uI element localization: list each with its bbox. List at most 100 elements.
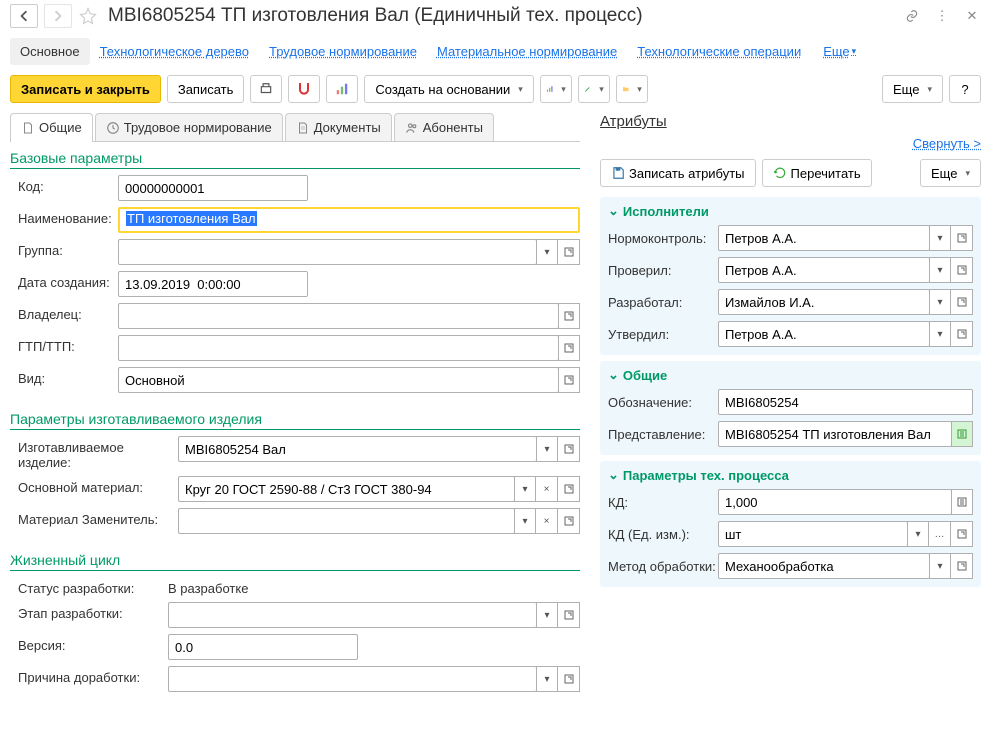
nav-tab-material[interactable]: Материальное нормирование — [427, 38, 627, 65]
menu-icon[interactable]: ⋮ — [933, 7, 951, 25]
section-lifecycle[interactable]: Жизненный цикл — [10, 552, 580, 571]
dropdown-icon[interactable]: ▾ — [514, 476, 536, 502]
representation-label: Представление: — [608, 427, 718, 442]
folder-button[interactable] — [616, 75, 648, 103]
kd-input[interactable] — [718, 489, 952, 515]
dropdown-icon[interactable]: ▾ — [929, 257, 951, 283]
substitute-input[interactable] — [178, 508, 515, 534]
tab-labor[interactable]: Трудовое нормирование — [95, 113, 283, 141]
tab-general[interactable]: Общие — [10, 113, 93, 141]
create-based-button[interactable]: Создать на основании — [364, 75, 533, 103]
section-tech-params[interactable]: Параметры тех. процесса — [608, 467, 973, 483]
dropdown-icon[interactable]: ▾ — [929, 321, 951, 347]
calc-icon[interactable] — [951, 489, 973, 515]
nav-tab-labor[interactable]: Трудовое нормирование — [259, 38, 427, 65]
method-input[interactable] — [718, 553, 930, 579]
save-close-button[interactable]: Записать и закрыть — [10, 75, 161, 103]
print-button[interactable] — [250, 75, 282, 103]
open-icon[interactable] — [558, 476, 580, 502]
name-label: Наименование: — [18, 207, 118, 226]
favorite-icon[interactable] — [78, 6, 98, 26]
more-button[interactable]: Еще — [882, 75, 943, 103]
nav-tab-ops[interactable]: Технологические операции — [627, 38, 811, 65]
back-button[interactable] — [10, 4, 38, 28]
version-label: Версия: — [18, 634, 168, 653]
report-button[interactable] — [540, 75, 572, 103]
open-icon[interactable] — [951, 553, 973, 579]
nav-more[interactable]: Еще ▾ — [823, 44, 856, 59]
open-icon[interactable] — [951, 257, 973, 283]
approved-label: Утвердил: — [608, 327, 718, 342]
edit-button[interactable] — [578, 75, 610, 103]
tab-docs[interactable]: Документы — [285, 113, 392, 141]
open-icon[interactable] — [558, 335, 580, 361]
clock-icon — [106, 121, 120, 135]
open-icon[interactable] — [951, 321, 973, 347]
group-input[interactable] — [118, 239, 537, 265]
save-button[interactable]: Записать — [167, 75, 245, 103]
open-icon[interactable] — [558, 436, 580, 462]
section-performers[interactable]: Исполнители — [608, 203, 973, 219]
developed-input[interactable] — [718, 289, 930, 315]
checked-input[interactable] — [718, 257, 930, 283]
dropdown-icon[interactable]: ▾ — [929, 225, 951, 251]
dropdown-icon[interactable]: ▾ — [536, 666, 558, 692]
checked-label: Проверил: — [608, 263, 718, 278]
representation-input[interactable] — [718, 421, 952, 447]
dropdown-icon[interactable]: ▾ — [536, 239, 558, 265]
calc-icon[interactable] — [951, 421, 973, 447]
normcontrol-input[interactable] — [718, 225, 930, 251]
clear-icon[interactable]: × — [536, 508, 558, 534]
collapse-link[interactable]: Свернуть > — [600, 136, 981, 151]
chart-button[interactable] — [326, 75, 358, 103]
code-input[interactable] — [118, 175, 308, 201]
dropdown-icon[interactable]: ▾ — [536, 436, 558, 462]
version-input[interactable] — [168, 634, 358, 660]
approved-input[interactable] — [718, 321, 930, 347]
reread-button[interactable]: Перечитать — [762, 159, 872, 187]
gtp-input[interactable] — [118, 335, 559, 361]
help-button[interactable]: ? — [949, 75, 981, 103]
dropdown-icon[interactable]: ▾ — [929, 553, 951, 579]
close-icon[interactable]: ✕ — [963, 7, 981, 25]
dropdown-icon[interactable]: ▾ — [514, 508, 536, 534]
forward-button[interactable] — [44, 4, 72, 28]
stage-input[interactable] — [168, 602, 537, 628]
users-icon — [405, 121, 419, 135]
open-icon[interactable] — [558, 367, 580, 393]
magnet-button[interactable] — [288, 75, 320, 103]
more-icon[interactable]: … — [929, 521, 951, 547]
owner-input[interactable] — [118, 303, 559, 329]
open-icon[interactable] — [558, 508, 580, 534]
nav-tab-main[interactable]: Основное — [10, 38, 90, 65]
open-icon[interactable] — [558, 303, 580, 329]
section-base-params[interactable]: Базовые параметры — [10, 150, 580, 169]
tab-subs[interactable]: Абоненты — [394, 113, 494, 141]
section-attr-general[interactable]: Общие — [608, 367, 973, 383]
clear-icon[interactable]: × — [536, 476, 558, 502]
date-input[interactable] — [118, 271, 308, 297]
open-icon[interactable] — [558, 239, 580, 265]
designation-input[interactable] — [718, 389, 973, 415]
name-input[interactable]: ТП изготовления Вал — [118, 207, 580, 233]
open-icon[interactable] — [951, 521, 973, 547]
dropdown-icon[interactable]: ▾ — [929, 289, 951, 315]
docs-icon — [296, 121, 310, 135]
attr-more-button[interactable]: Еще — [920, 159, 981, 187]
kd-unit-input[interactable] — [718, 521, 908, 547]
reason-input[interactable] — [168, 666, 537, 692]
open-icon[interactable] — [558, 602, 580, 628]
link-icon[interactable] — [903, 7, 921, 25]
material-input[interactable] — [178, 476, 515, 502]
product-input[interactable] — [178, 436, 537, 462]
dropdown-icon[interactable]: ▾ — [536, 602, 558, 628]
save-attrs-button[interactable]: Записать атрибуты — [600, 159, 756, 187]
dropdown-icon[interactable]: ▾ — [907, 521, 929, 547]
open-icon[interactable] — [951, 225, 973, 251]
type-input[interactable] — [118, 367, 559, 393]
nav-tab-tree[interactable]: Технологическое дерево — [90, 38, 259, 65]
open-icon[interactable] — [951, 289, 973, 315]
window-title: MBI6805254 ТП изготовления Вал (Единичны… — [108, 5, 897, 27]
open-icon[interactable] — [558, 666, 580, 692]
section-product-params[interactable]: Параметры изготавливаемого изделия — [10, 411, 580, 430]
